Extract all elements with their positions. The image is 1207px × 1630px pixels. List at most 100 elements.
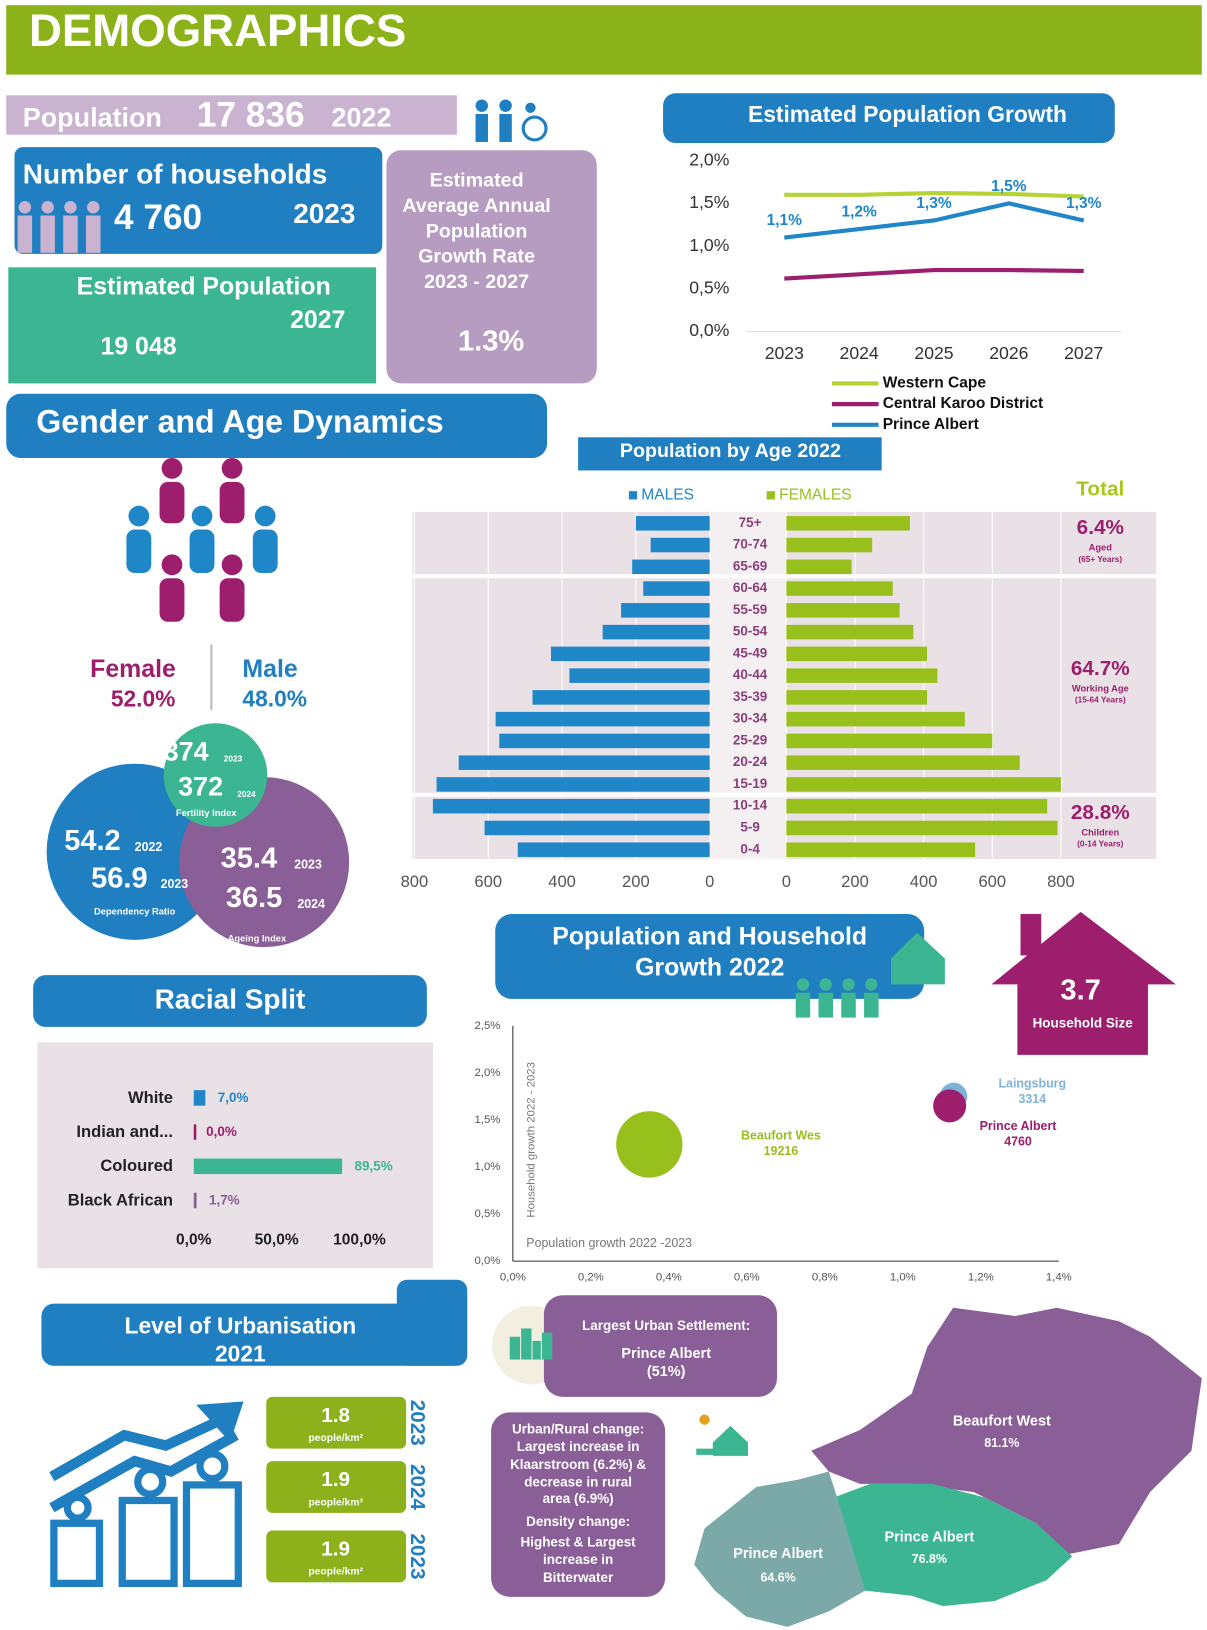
region-value: 81.1% (984, 1436, 1019, 1450)
house-icon (891, 932, 945, 985)
ageing-b-year: 2024 (297, 897, 325, 911)
change-line: decrease in rural (524, 1474, 632, 1489)
bar (786, 624, 914, 640)
urbanisation-title: Level of Urbanisation (125, 1312, 357, 1338)
y-tick-label: 0,0% (474, 1255, 500, 1267)
x-tick-label: 200 (841, 872, 869, 891)
x-tick-label: 2023 (765, 343, 804, 363)
map-prince-albert-1 (834, 1483, 1073, 1607)
legend-label: Central Karoo District (883, 395, 1044, 412)
bar (786, 603, 900, 618)
header-title: DEMOGRAPHICS (29, 5, 406, 56)
bar (786, 581, 893, 596)
x-tick-label: 0,2% (578, 1272, 604, 1284)
map-prince-albert-2 (694, 1471, 866, 1627)
x-tick-label: 600 (474, 872, 502, 891)
legend-swatch (766, 491, 775, 500)
settlement-line: Largest Urban Settlement: (582, 1318, 750, 1333)
density-unit: people/km² (308, 1433, 363, 1444)
density-box (266, 1461, 407, 1513)
population-label: Population (23, 102, 162, 132)
icon-part (796, 978, 810, 991)
farm-icon (696, 1414, 749, 1456)
settlement-line: (51%) (647, 1364, 686, 1380)
category-label: 55-59 (733, 602, 767, 617)
change-text: Urban/Rural change: Largest increase in Kl… (510, 1422, 646, 1585)
bar (193, 1192, 197, 1209)
change-line: increase in (543, 1552, 613, 1567)
bar (193, 1124, 197, 1140)
bar (569, 668, 710, 683)
group-label: Children (1081, 828, 1119, 838)
growth-rate-text: Estimated Average Annual Population Growth … (402, 170, 550, 294)
category-label: 25-29 (733, 732, 767, 747)
people-icon (475, 99, 548, 142)
growth-rate-line: Population (426, 220, 528, 242)
urbanisation-year: 2021 (215, 1340, 266, 1366)
densities: 1.8 people/km² 2023 1.9 people/km² 2024 1.9 peo… (266, 1396, 429, 1583)
category-label: Coloured (100, 1156, 173, 1175)
legend-swatch (628, 491, 638, 500)
dependency-a-year: 2022 (135, 840, 163, 854)
est-population-label: Estimated Population (77, 273, 331, 301)
category-label: Black African (68, 1190, 173, 1209)
bar (786, 559, 852, 575)
group-label: Aged (1089, 543, 1113, 553)
group-value: 6.4% (1077, 516, 1124, 539)
point-size: 3314 (1018, 1092, 1046, 1106)
fertility-a: 374 (164, 736, 209, 766)
category-label: 0-4 (740, 841, 760, 856)
x-tick-label: 800 (1047, 872, 1075, 891)
point-size: 4760 (1004, 1134, 1032, 1148)
bar (193, 1158, 343, 1175)
icon-part (865, 978, 878, 991)
value-label: 1,2% (841, 204, 877, 221)
growth-rate-box (386, 150, 597, 384)
change-line: area (6.9%) (543, 1491, 614, 1506)
dependency-b-year: 2023 (161, 877, 189, 891)
bubble (933, 1089, 967, 1123)
bar (517, 842, 710, 857)
region-value: 64.6% (760, 1570, 795, 1584)
category-label: 10-14 (733, 798, 768, 813)
est-population-value: 19 048 (100, 333, 176, 361)
category-label: 70-74 (733, 537, 768, 552)
value-label: 7,0% (218, 1090, 249, 1105)
region-name: Prince Albert (884, 1530, 974, 1546)
ageing-a-year: 2023 (294, 858, 322, 872)
fertility-b: 372 (178, 772, 223, 802)
plot-bg-left (709, 511, 787, 860)
x-tick-label: 50,0% (255, 1231, 299, 1248)
bar (602, 624, 710, 640)
bubble (616, 1111, 683, 1178)
value-label: 89,5% (355, 1158, 393, 1173)
category-label: 15-19 (733, 776, 767, 791)
x-tick-label: 1,0% (890, 1272, 916, 1284)
density-unit: people/km² (308, 1567, 363, 1578)
bar (786, 711, 965, 727)
bar (650, 537, 710, 553)
bar (632, 559, 710, 575)
region-name: Beaufort West (953, 1414, 1051, 1430)
population-bar (6, 95, 457, 135)
bar (436, 777, 710, 792)
y-tick-label: 0,0% (689, 320, 729, 340)
y-tick-label: 0,5% (474, 1208, 500, 1220)
buildings-icon (509, 1328, 553, 1360)
value-label: 1,3% (1066, 195, 1102, 212)
x-tick-label: 100,0% (333, 1231, 386, 1248)
category-label: 35-39 (733, 689, 767, 704)
households-label: Number of households (23, 159, 328, 190)
change-line: Largest increase in (517, 1439, 640, 1454)
chart-title-box (33, 975, 427, 1027)
category-label: 75+ (739, 515, 762, 530)
households-box (14, 147, 383, 254)
chimney (1020, 913, 1042, 956)
chart-title: Population and Household (552, 922, 867, 950)
bar (458, 755, 710, 770)
female-label: Female (90, 655, 176, 683)
dependency-b: 56.9 (91, 862, 147, 894)
households-year: 2023 (293, 198, 355, 229)
fertility-b-year: 2024 (237, 790, 256, 799)
change-line: Bitterwater (543, 1570, 614, 1585)
